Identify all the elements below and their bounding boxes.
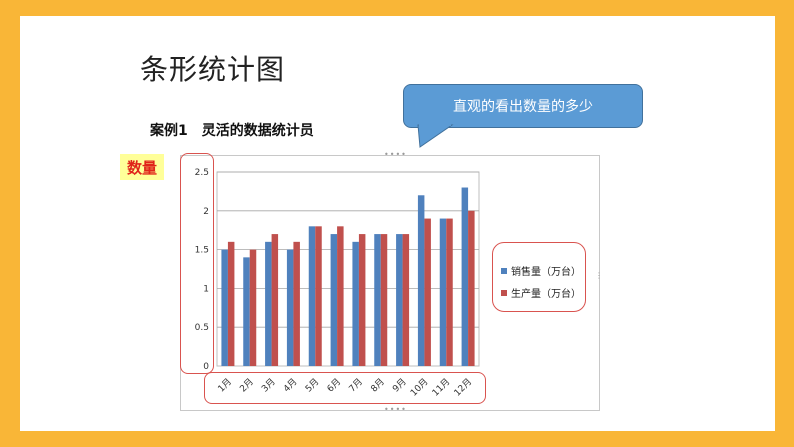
legend-text-production: 生产量（万台） (511, 289, 581, 300)
bar-sales (396, 234, 403, 366)
slide-title: 条形统计图 (140, 53, 286, 86)
legend-item-sales: 销售量（万台） (501, 263, 581, 278)
bar-sales (352, 241, 359, 366)
bar-production (315, 226, 322, 366)
bar-sales (461, 187, 469, 366)
bar-production (337, 226, 344, 366)
legend-swatch-sales (501, 267, 507, 274)
bar-sales (417, 195, 425, 366)
plot-area (216, 171, 480, 367)
slide: 条形统计图 案例1 灵活的数据统计员 直观的看出数量的多少 数量 图例 月份 0… (20, 16, 775, 431)
y-tick-label: 0.5 (195, 323, 209, 333)
y-tick-label: 2 (203, 207, 209, 217)
chart-handle-top[interactable]: •••• (384, 150, 407, 159)
y-tick-label: 1.5 (195, 246, 209, 256)
bar-production (446, 218, 453, 366)
bar-sales (330, 234, 338, 366)
bar-production (293, 241, 300, 366)
bar-production (380, 234, 388, 366)
bar-sales (286, 249, 294, 366)
y-tick-label: 2.5 (195, 168, 209, 178)
callout-bubble: 直观的看出数量的多少 (403, 84, 643, 128)
bar-production (468, 210, 475, 366)
chart-legend: 销售量（万台） 生产量（万台） (492, 242, 586, 312)
quantity-label-text: 数量 (126, 158, 157, 177)
bar-chart: 00.511.522.51月 2月 3月 4月 5月 6月 7月 8月 9月 10月 11月 12月 (195, 168, 480, 399)
bar-production (249, 249, 257, 366)
bar-sales (308, 226, 316, 366)
chart-handle-bottom[interactable]: •••• (384, 405, 407, 414)
bar-sales (221, 249, 228, 366)
y-axis-highlight (180, 153, 214, 374)
bar-production (271, 234, 279, 366)
callout-text: 直观的看出数量的多少 (453, 99, 593, 115)
legend-item-production: 生产量（万台） (501, 285, 581, 300)
chart-handle-right[interactable]: ⋮ (595, 271, 604, 280)
callout-tail (417, 124, 454, 148)
bar-production (227, 241, 235, 366)
y-tick-label: 1 (203, 284, 209, 294)
bar-production (424, 218, 431, 366)
case-subtitle: 案例1 灵活的数据统计员 (150, 123, 314, 139)
bar-production (402, 234, 410, 366)
bar-sales (265, 241, 272, 366)
bar-sales (439, 218, 447, 366)
x-axis-highlight (204, 372, 486, 404)
bar-sales (374, 234, 381, 366)
bar-production (358, 234, 366, 366)
legend-swatch-production (501, 289, 507, 296)
quantity-label: 数量 (120, 154, 164, 180)
bar-sales (243, 257, 250, 366)
legend-text-sales: 销售量（万台） (511, 267, 581, 278)
